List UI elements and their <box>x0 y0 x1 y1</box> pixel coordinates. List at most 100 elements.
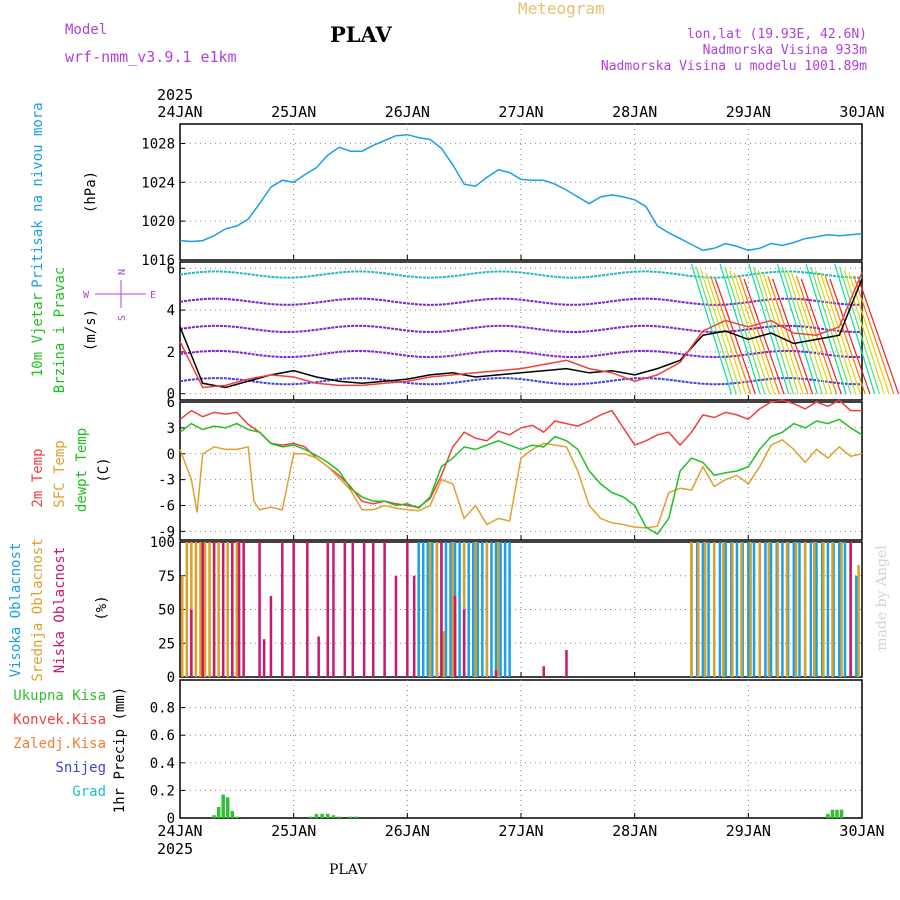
y-tick-label: 1028 <box>141 136 175 152</box>
y-tick-label: 1024 <box>141 175 175 191</box>
wind-vector-arrow <box>805 263 847 395</box>
y-tick-label: -3 <box>158 473 175 489</box>
wind-ylabel-main: 10m Vjetar <box>30 293 46 377</box>
pressure-ylabel: Pritisak na nivou mora (hPa) <box>30 102 99 287</box>
station-title: PLAV <box>330 22 392 47</box>
model-name: wrf-nmm_v3.9.1 e1km <box>65 48 237 66</box>
wind-vector-arrow <box>757 269 799 395</box>
wind-vector-arrow <box>781 266 823 395</box>
y-tick-label: 50 <box>158 603 175 619</box>
srednja-oblacnost-bar <box>442 631 445 677</box>
direction-e: E <box>150 290 156 301</box>
srednja-oblacnost-bar <box>203 542 207 677</box>
y-tick-label: 2 <box>167 345 175 361</box>
watermark: made by Angel <box>874 545 890 651</box>
y-tick-label: 1020 <box>141 214 175 230</box>
wind-vector-arrow <box>829 278 871 395</box>
srednja-oblacnost-bar <box>831 542 834 677</box>
x-tick-top-label: 25JAN <box>271 103 316 121</box>
y-tick-label: 100 <box>150 535 175 551</box>
precip-legend: Ukupna Kisa Konvek.Kisa Zaledj.Kisa Snijeg G… <box>13 688 106 800</box>
visoka-oblacnost-bar <box>417 542 420 677</box>
wind-vector-arrow <box>719 263 761 395</box>
wind-vector-arrow <box>714 278 756 395</box>
x-tick-bottom-label: 24JAN <box>157 822 202 840</box>
niska-oblacnost-bar <box>190 609 193 677</box>
srednja-oblacnost-bar <box>497 542 500 677</box>
temperature-panel: -9 -6 -3 0 3 6 <box>158 395 863 541</box>
visoka-oblacnost-bar <box>490 542 493 677</box>
srednja-oblacnost-bar <box>776 542 780 677</box>
niska-oblacnost-bar <box>371 542 375 677</box>
visoka-oblacnost-bar <box>838 542 841 677</box>
wind-vector-arrow <box>772 278 814 395</box>
srednja-oblacnost-bar <box>758 542 761 677</box>
ukupna-kisa-bar <box>212 815 216 818</box>
srednja-oblacnost-bar <box>451 542 455 677</box>
y-tick-label: 0 <box>167 670 175 686</box>
temp-ylabel-sfc: SFC Temp <box>52 440 68 507</box>
wind-vector-arrow <box>776 263 819 395</box>
wind-vector-row <box>179 349 863 359</box>
y-tick-label: 1016 <box>141 253 175 269</box>
x-tick-top-label: 30JAN <box>839 103 884 121</box>
x-tick-top-label: 29JAN <box>726 103 771 121</box>
srednja-oblacnost-bar <box>840 542 843 677</box>
visoka-oblacnost-bar <box>735 542 739 677</box>
wind-vector-arrow <box>729 269 771 395</box>
x-tick-top-label: 26JAN <box>385 103 430 121</box>
y-tick-label: 6 <box>167 395 175 411</box>
srednja-oblacnost-bar <box>703 542 707 677</box>
y-tick-label: 0.2 <box>150 783 175 799</box>
visoka-oblacnost-bar <box>499 542 502 677</box>
wind-direction-legend: N S W E <box>83 269 156 321</box>
visoka-oblacnost-bar <box>843 542 847 677</box>
footer-station: PLAV <box>329 862 368 878</box>
cloud-ylabel-unit: (%) <box>94 595 110 620</box>
x-tick-bottom-label: 28JAN <box>612 822 657 840</box>
x-tick-top-label: 24JAN <box>157 103 202 121</box>
ukupna-kisa-bar <box>331 815 336 818</box>
srednja-oblacnost-bar <box>822 542 825 677</box>
x-tick-top-label: 27JAN <box>498 103 543 121</box>
visoka-oblacnost-bar <box>798 542 801 677</box>
precip-legend-item: Ukupna Kisa <box>13 688 106 704</box>
niska-oblacnost-bar <box>317 636 320 677</box>
srednja-oblacnost-bar <box>722 542 725 677</box>
srednja-oblacnost-bar <box>690 542 693 677</box>
srednja-oblacnost-bar <box>712 542 716 677</box>
srednja-oblacnost-bar <box>208 542 211 677</box>
wind-vector-arrow <box>800 278 842 395</box>
ukupna-kisa-bar <box>225 797 230 818</box>
ukupna-kisa-bar <box>337 816 341 818</box>
ukupna-kisa-bar <box>230 811 235 818</box>
y-tick-label: -6 <box>158 499 175 515</box>
visoka-oblacnost-bar <box>855 575 858 677</box>
ukupna-kisa-bar <box>320 813 324 818</box>
sfc-temp-series-line <box>179 439 863 529</box>
ukupna-kisa-bar <box>216 806 221 818</box>
pressure-series-line <box>179 133 863 252</box>
wind-vector-arrow <box>762 272 804 395</box>
visoka-oblacnost-bar <box>472 542 475 677</box>
elevation-label: Nadmorska Visina 933m <box>703 43 868 58</box>
ukupna-kisa-bar <box>835 809 839 818</box>
visoka-oblacnost-bar <box>508 542 511 677</box>
srednja-oblacnost-bar <box>857 564 860 677</box>
temp-ylabel-2m: 2m Temp <box>30 448 46 507</box>
visoka-oblacnost-bar <box>467 542 470 677</box>
visoka-oblacnost-bar <box>764 542 767 677</box>
niska-oblacnost-bar <box>406 542 409 677</box>
srednja-oblacnost-bar <box>740 542 743 677</box>
y-tick-label: -9 <box>158 524 175 540</box>
niska-oblacnost-bar <box>306 542 309 677</box>
srednja-oblacnost-bar <box>794 542 798 677</box>
wind-vector-row <box>179 324 863 334</box>
precip-legend-item: Konvek.Kisa <box>13 712 106 728</box>
wind-vector-arrow <box>858 278 900 395</box>
niska-oblacnost-bar <box>221 542 225 677</box>
srednja-oblacnost-bar <box>194 542 198 677</box>
precip-legend-item: Grad <box>72 784 106 800</box>
niska-oblacnost-bar <box>292 542 295 677</box>
coords-label: lon,lat (19.93E, 42.6N) <box>687 27 867 42</box>
